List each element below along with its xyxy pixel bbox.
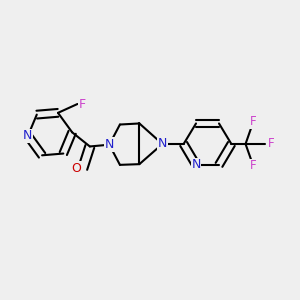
Text: N: N: [158, 137, 167, 151]
Text: F: F: [268, 137, 275, 151]
Text: N: N: [191, 158, 201, 171]
Text: F: F: [79, 98, 86, 110]
Text: F: F: [250, 159, 256, 172]
Text: N: N: [23, 129, 33, 142]
Text: N: N: [105, 138, 114, 151]
Text: F: F: [250, 115, 256, 128]
Text: O: O: [71, 162, 81, 175]
